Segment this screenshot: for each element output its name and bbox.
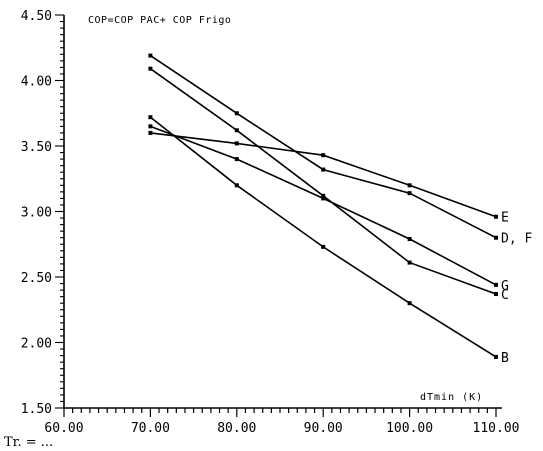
x-tick-label: 60.00 xyxy=(44,421,83,436)
x-tick-label: 110.00 xyxy=(473,421,520,436)
series-layer xyxy=(148,53,498,359)
data-point xyxy=(407,301,412,306)
data-point xyxy=(148,53,153,58)
data-point xyxy=(234,183,239,188)
series-label: D, F xyxy=(501,232,532,247)
y-tick-label: 3.00 xyxy=(21,206,52,221)
data-point xyxy=(234,111,239,116)
x-tick-label: 70.00 xyxy=(131,421,170,436)
data-point xyxy=(321,244,326,249)
data-point xyxy=(494,235,498,240)
data-point xyxy=(321,153,326,158)
data-point xyxy=(321,193,326,198)
x-tick-label: 100.00 xyxy=(386,421,433,436)
data-point xyxy=(494,292,498,297)
chart-title: COP=COP PAC+ COP Frigo xyxy=(88,15,231,26)
data-point xyxy=(148,130,153,135)
data-point xyxy=(494,282,498,287)
y-tick-label: 4.50 xyxy=(21,9,52,24)
series-label: E xyxy=(501,211,509,226)
series-line xyxy=(150,125,497,286)
series-line xyxy=(149,116,497,358)
data-point xyxy=(148,66,153,71)
x-tick-label: 80.00 xyxy=(217,421,256,436)
data-point xyxy=(234,157,239,162)
data-point xyxy=(494,354,498,359)
series-labels: E D, F GC B xyxy=(501,211,532,366)
data-point xyxy=(148,115,153,120)
series-line xyxy=(149,68,497,295)
data-point xyxy=(494,214,498,219)
data-point xyxy=(234,128,239,133)
series-label: C xyxy=(501,288,509,303)
y-tick-label: 1.50 xyxy=(21,402,52,417)
y-tick-label: 2.50 xyxy=(21,271,52,286)
data-point xyxy=(321,196,326,201)
data-point xyxy=(407,260,412,265)
y-ticks: 1.50 2.00 2.50 3.00 3.50 4.00 4.50 xyxy=(21,9,64,417)
data-point xyxy=(407,191,412,196)
footer-text: Tr. = ... xyxy=(4,435,53,450)
x-axis-label: dTmin (K) xyxy=(420,392,483,403)
data-point xyxy=(148,124,153,129)
series-label: B xyxy=(501,351,509,366)
data-point xyxy=(407,237,412,242)
x-ticks: 60.00 70.00 80.00 90.00 100.00 110.00 xyxy=(44,408,519,436)
y-tick-label: 3.50 xyxy=(21,140,52,155)
series-label: G xyxy=(501,279,509,294)
y-tick-label: 4.00 xyxy=(21,75,52,90)
data-point xyxy=(407,183,412,188)
x-tick-label: 90.00 xyxy=(304,421,343,436)
axes: 60.00 70.00 80.00 90.00 100.00 110.00 1.50 2.0… xyxy=(21,9,520,436)
data-point xyxy=(234,141,239,146)
data-point xyxy=(321,167,326,172)
y-tick-label: 2.00 xyxy=(21,337,52,352)
